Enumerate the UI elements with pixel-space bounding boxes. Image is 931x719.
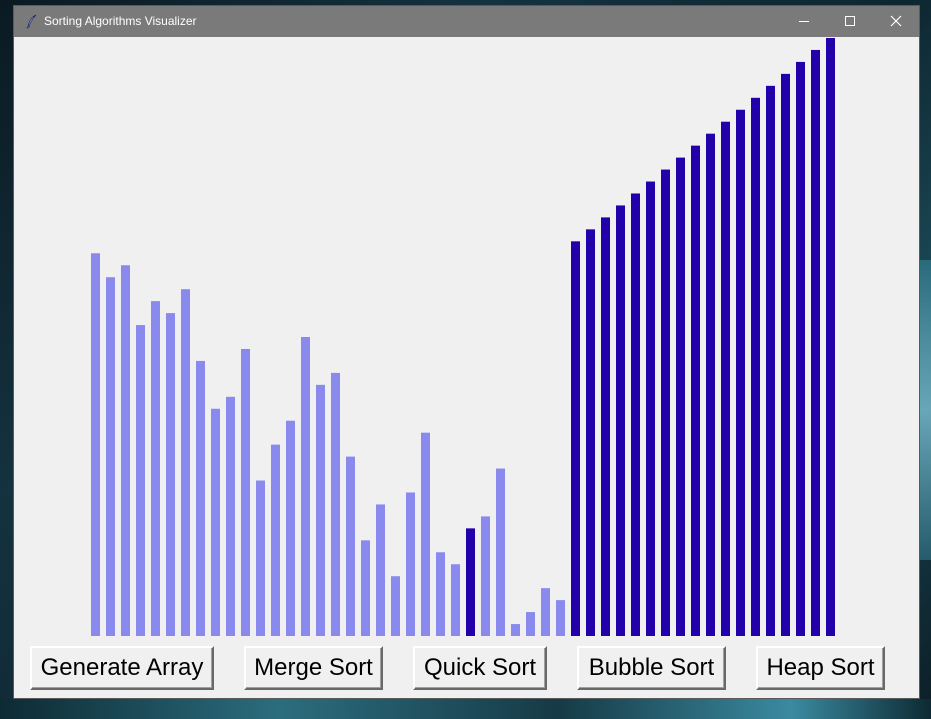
title-bar[interactable]: Sorting Algorithms Visualizer — [14, 6, 919, 37]
bar-2 — [106, 277, 115, 636]
bar-10 — [226, 396, 235, 636]
bar-9 — [211, 408, 220, 636]
maximize-button[interactable] — [827, 6, 873, 37]
app-window: Sorting Algorithms Visualizer Generate A… — [14, 6, 919, 698]
bar-13 — [271, 444, 280, 636]
bar-49 — [811, 49, 820, 636]
bar-32 — [556, 600, 565, 636]
quick-sort-button[interactable]: Quick Sort — [413, 646, 547, 690]
visualizer-canvas — [14, 37, 919, 638]
bar-21 — [391, 576, 400, 636]
bar-19 — [361, 540, 370, 636]
bar-37 — [631, 193, 640, 637]
bar-43 — [721, 121, 730, 637]
close-icon — [890, 12, 902, 31]
bar-3 — [121, 265, 130, 636]
bar-14 — [286, 420, 295, 636]
bar-24 — [436, 552, 445, 636]
bar-38 — [646, 181, 655, 636]
window-title: Sorting Algorithms Visualizer — [44, 14, 197, 28]
minimize-button[interactable] — [781, 6, 827, 37]
feather-icon — [24, 13, 40, 29]
bar-20 — [376, 504, 385, 636]
bar-18 — [346, 456, 355, 636]
bar-39 — [661, 169, 670, 636]
bar-1 — [91, 253, 100, 636]
heap-sort-button[interactable]: Heap Sort — [756, 646, 885, 690]
bar-48 — [796, 61, 805, 637]
minimize-icon — [798, 12, 810, 31]
bar-chart — [91, 38, 835, 637]
bar-35 — [601, 217, 610, 636]
bar-33 — [571, 241, 580, 636]
merge-sort-button[interactable]: Merge Sort — [244, 646, 383, 690]
bar-4 — [136, 325, 145, 636]
button-row: Generate Array Merge Sort Quick Sort Bub… — [14, 644, 919, 692]
bar-26 — [466, 528, 475, 636]
generate-array-button[interactable]: Generate Array — [30, 646, 214, 690]
bar-30 — [526, 612, 535, 636]
bar-11 — [241, 348, 250, 636]
bar-50 — [826, 38, 835, 636]
bar-47 — [781, 73, 790, 636]
bar-17 — [331, 372, 340, 636]
close-button[interactable] — [873, 6, 919, 37]
bar-25 — [451, 564, 460, 636]
bar-34 — [586, 229, 595, 637]
bar-15 — [301, 337, 310, 636]
bar-36 — [616, 205, 625, 636]
bar-7 — [181, 289, 190, 636]
bubble-sort-button[interactable]: Bubble Sort — [577, 646, 726, 690]
desktop-wallpaper-bottom — [0, 699, 931, 719]
bar-29 — [511, 624, 520, 636]
bar-40 — [676, 157, 685, 636]
bar-12 — [256, 480, 265, 636]
bar-5 — [151, 301, 160, 636]
bar-44 — [736, 109, 745, 636]
bar-45 — [751, 97, 760, 637]
bar-46 — [766, 85, 775, 637]
bar-41 — [691, 145, 700, 636]
maximize-icon — [844, 12, 856, 31]
bar-16 — [316, 384, 325, 636]
bar-42 — [706, 133, 715, 636]
bar-6 — [166, 313, 175, 636]
bar-31 — [541, 588, 550, 636]
desktop-wallpaper-accent — [917, 260, 931, 560]
bar-8 — [196, 360, 205, 636]
bar-28 — [496, 468, 505, 636]
bar-27 — [481, 516, 490, 636]
bar-22 — [406, 492, 415, 636]
bar-23 — [421, 432, 430, 636]
